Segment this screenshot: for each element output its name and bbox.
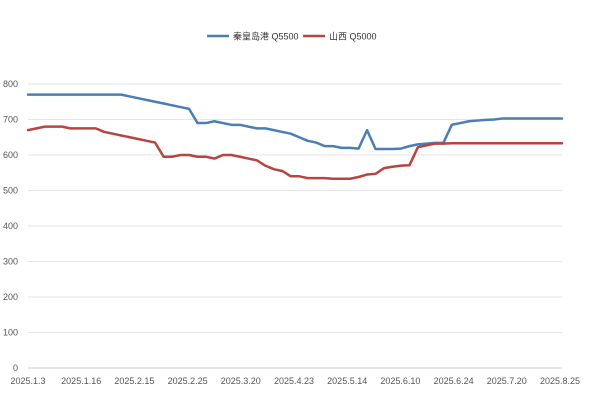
x-tick-label: 2025.4.23 [274,376,314,386]
x-tick-label: 2025.2.25 [168,376,208,386]
y-tick-label: 0 [13,363,18,373]
legend-label: 山西 Q5000 [329,32,377,42]
legend: 秦皇岛港 Q5500 山西 Q5000 [207,31,377,42]
y-tick-label: 600 [3,150,18,160]
y-tick-label: 200 [3,292,18,302]
x-tick-label: 2025.7.20 [487,376,527,386]
x-tick-label: 2025.6.24 [434,376,474,386]
grid-lines [28,83,562,333]
x-tick-labels: 2025.1.3 2025.1.16 2025.2.15 2025.2.25 2025.… [10,376,580,386]
x-tick-label: 2025.2.15 [114,376,154,386]
y-tick-label: 800 [3,79,18,89]
legend-label: 秦皇岛港 Q5500 [233,31,299,42]
y-tick-label: 400 [3,221,18,231]
x-tick-label: 2025.3.20 [221,376,261,386]
x-tick-label: 2025.1.3 [10,376,45,386]
y-tick-label: 300 [3,257,18,267]
x-tick-label: 2025.1.16 [61,376,101,386]
x-tick-label: 2025.5.14 [327,376,367,386]
y-tick-label: 500 [3,186,18,196]
x-tick-label: 2025.6.10 [380,376,420,386]
series-line-1 [26,93,564,151]
series-line-2 [26,125,564,181]
x-tick-label: 2025.8.25 [540,376,580,386]
y-tick-label: 700 [3,115,18,125]
y-tick-label: 100 [3,328,18,338]
y-tick-labels: 0 100 200 300 400 500 600 700 800 [3,79,18,373]
series-lines [26,93,564,181]
